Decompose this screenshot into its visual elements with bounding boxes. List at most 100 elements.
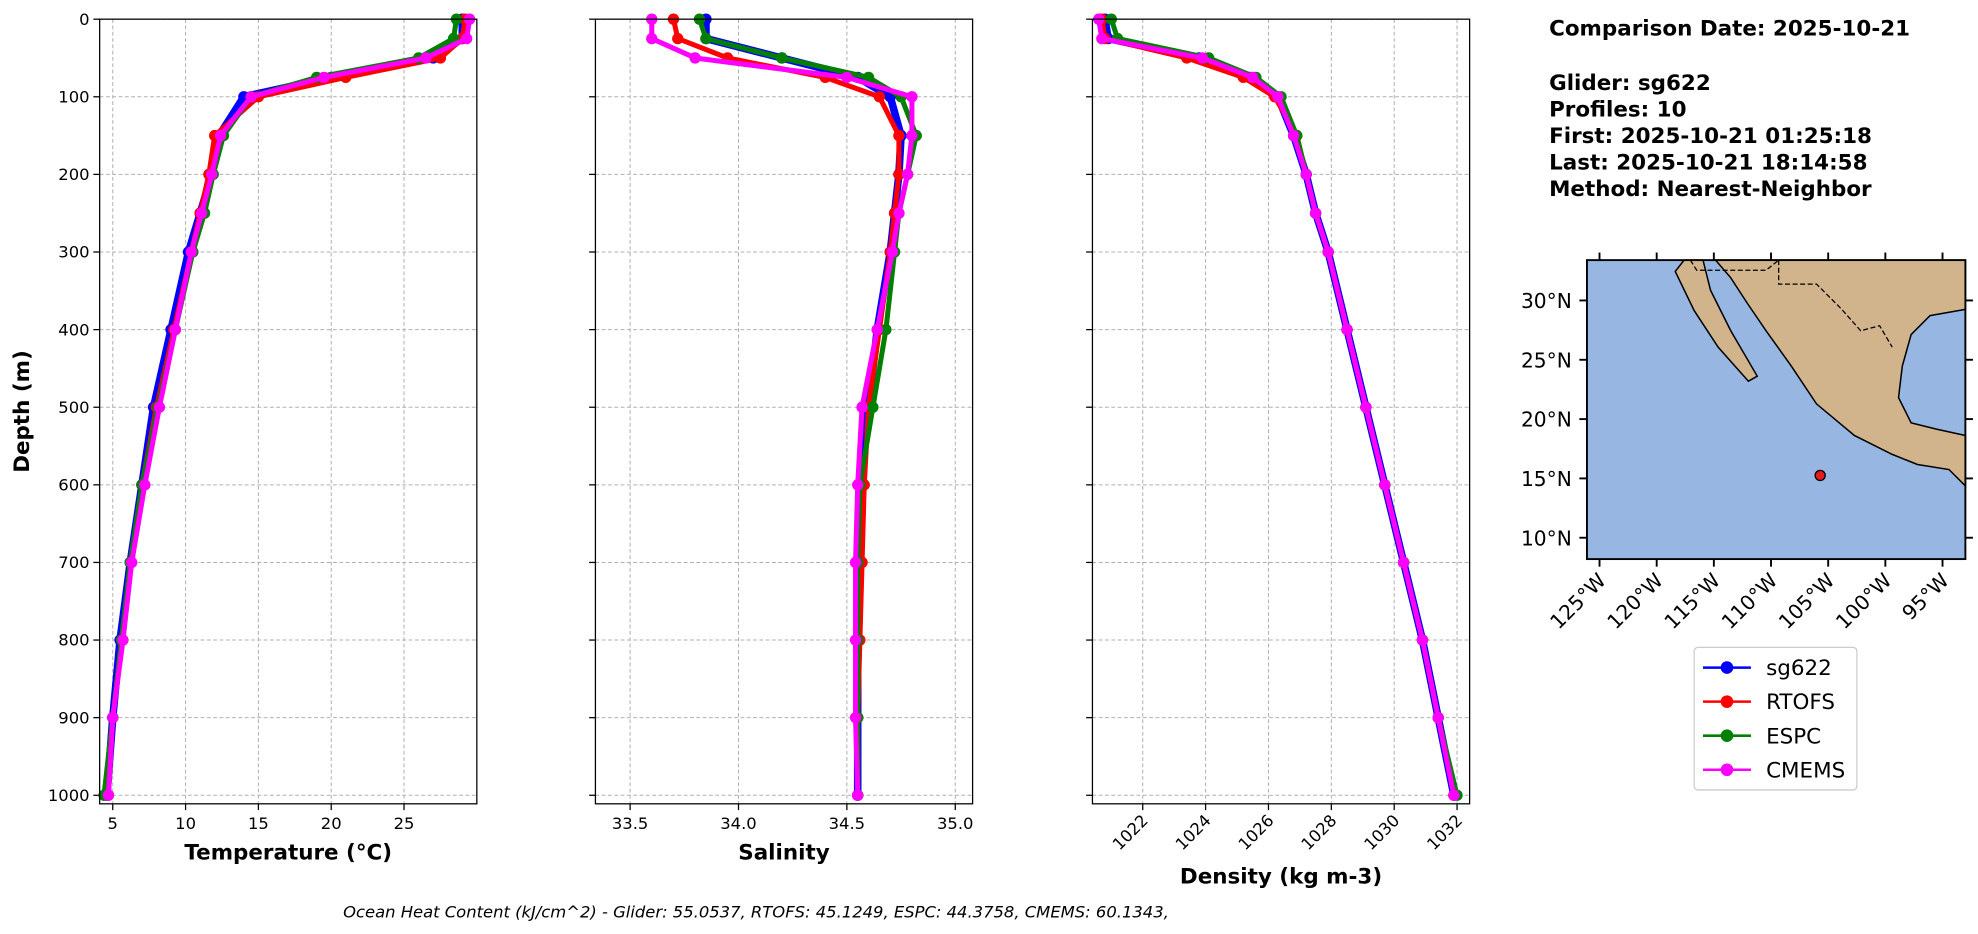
series — [1093, 13, 1460, 801]
x-tick-label: 34.5 — [829, 814, 865, 833]
profile-line — [105, 18, 473, 796]
legend-item: RTOFS — [1702, 690, 1835, 715]
profile-point — [1096, 32, 1108, 45]
x-tick-label: 20 — [321, 814, 342, 833]
map-x-tick-label: 110°W — [1717, 568, 1782, 633]
profile-point — [867, 401, 879, 413]
legend-marker — [1720, 729, 1734, 743]
map-land — [1674, 259, 1759, 383]
x-axis-label: Salinity — [738, 840, 829, 865]
map-y-tick-label: 15°N — [1521, 467, 1572, 491]
profile-point — [195, 207, 208, 219]
x-tick-label: 5 — [108, 814, 118, 833]
profile-point — [117, 634, 129, 646]
profile-point — [1416, 634, 1429, 646]
map-base — [1585, 259, 1967, 561]
profile-point — [139, 479, 151, 491]
profile-point — [185, 246, 198, 258]
y-tick-label: 0 — [79, 10, 89, 29]
profile-point — [852, 479, 864, 491]
x-tick-label: 33.5 — [612, 814, 648, 833]
profile-point — [646, 32, 658, 45]
map-y-tick-label: 30°N — [1521, 289, 1572, 313]
profile-point — [1300, 168, 1312, 181]
x-tick-label: 1030 — [1360, 811, 1403, 854]
footer-note: Ocean Heat Content (kJ/cm^2) - Glider: 5… — [343, 902, 1169, 921]
legend-item: CMEMS — [1702, 758, 1845, 783]
info-line: Glider: sg622 — [1549, 71, 1711, 96]
map-y-tick-label: 25°N — [1521, 348, 1572, 372]
profile-point — [893, 129, 905, 142]
profile-point — [862, 71, 875, 84]
profile-line — [1096, 18, 1457, 796]
info-line: Last: 2025-10-21 18:14:58 — [1549, 150, 1867, 175]
info-line: Profiles: 10 — [1549, 97, 1686, 122]
profile-point — [901, 168, 914, 181]
profile-point — [169, 323, 182, 336]
profile-point — [1432, 711, 1444, 724]
legend-label: RTOFS — [1766, 690, 1835, 715]
legend-marker — [1720, 695, 1734, 708]
profile-point — [886, 246, 899, 258]
x-tick-label: 1022 — [1109, 811, 1152, 854]
info-line: Comparison Date: 2025-10-21 — [1549, 17, 1910, 42]
profile-point — [126, 556, 138, 569]
map-x-tick-label: 125°W — [1545, 568, 1610, 633]
map-x-tick-label: 105°W — [1774, 568, 1839, 633]
map-y-tick-label: 20°N — [1521, 408, 1572, 432]
profile-point — [849, 711, 862, 724]
y-tick-label: 900 — [58, 708, 89, 727]
plot-frame — [1091, 18, 1471, 805]
profile-point — [1397, 556, 1410, 569]
series — [98, 13, 463, 801]
profile-point — [102, 789, 115, 801]
plot-frame — [594, 18, 974, 805]
profile-point — [1448, 789, 1460, 801]
y-tick-label: 400 — [58, 320, 89, 339]
profile-point — [856, 401, 868, 413]
series — [102, 13, 476, 801]
map-x-tick-label: 120°W — [1602, 568, 1667, 633]
profile-point — [206, 168, 218, 181]
legend-label: ESPC — [1766, 724, 1821, 749]
profile-point — [849, 634, 862, 646]
map-x-tick-label: 100°W — [1831, 568, 1896, 633]
map-frame — [1585, 259, 1967, 561]
profile-point — [1287, 129, 1300, 142]
x-tick-label: 10 — [175, 814, 196, 833]
profile-point — [1341, 323, 1353, 336]
legend-marker — [1720, 661, 1734, 674]
x-tick-label: 1032 — [1423, 811, 1466, 854]
info-line: First: 2025-10-21 01:25:18 — [1549, 124, 1872, 149]
profile-point — [841, 71, 853, 84]
y-tick-label: 500 — [58, 398, 89, 417]
legend-label: CMEMS — [1766, 758, 1845, 783]
profile-point — [153, 401, 166, 413]
y-tick-label: 800 — [58, 631, 89, 650]
profile-point — [893, 207, 905, 219]
x-tick-label: 35.0 — [937, 814, 973, 833]
y-tick-label: 1000 — [48, 786, 90, 805]
legend-item: ESPC — [1702, 724, 1821, 749]
series — [1099, 13, 1460, 801]
profile-point — [672, 32, 684, 45]
plot-frame — [99, 18, 478, 805]
x-tick-label: 1028 — [1298, 811, 1341, 854]
profile-point — [689, 52, 701, 64]
x-tick-label: 15 — [248, 814, 269, 833]
map-x-tick-label: 95°W — [1897, 568, 1953, 624]
profile-point — [880, 323, 892, 336]
map-x-tick-label: 115°W — [1660, 568, 1725, 633]
profile-point — [107, 711, 119, 724]
y-tick-label: 100 — [58, 87, 89, 106]
x-axis-label: Temperature (°C) — [184, 840, 392, 865]
profile-point — [849, 556, 862, 569]
profile-point — [1196, 52, 1209, 64]
profile-point — [871, 323, 883, 336]
map-y-tick-label: 10°N — [1521, 526, 1572, 550]
y-tick-label: 200 — [58, 165, 89, 184]
profile-point — [1247, 71, 1259, 84]
legend-item: sg622 — [1702, 656, 1832, 681]
profile-point — [906, 129, 918, 142]
